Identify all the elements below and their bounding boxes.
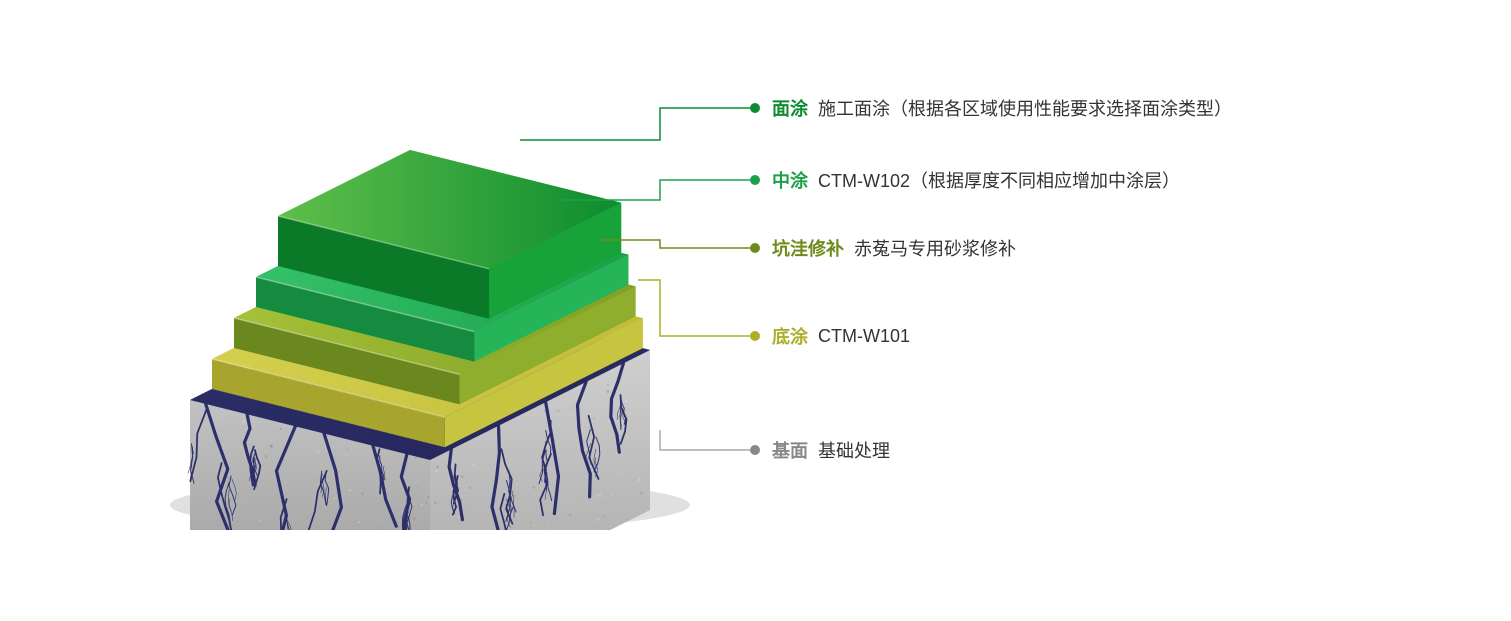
label-desc-primer: CTM-W101 [818, 326, 910, 347]
bullet-topcoat [750, 103, 760, 113]
label-desc-base: 基础处理 [818, 437, 890, 463]
layer-diagram [130, 90, 690, 530]
label-title-primer: 底涂 [772, 323, 808, 349]
label-row-topcoat: 面涂施工面涂（根据各区域使用性能要求选择面涂类型） [750, 96, 1232, 120]
label-desc-patch: 赤菟马专用砂浆修补 [854, 235, 1016, 261]
label-row-primer: 底涂 CTM-W101 [750, 324, 910, 348]
label-desc-midcoat: CTM-W102（根据厚度不同相应增加中涂层） [818, 167, 1180, 193]
label-row-patch: 坑洼修补赤菟马专用砂浆修补 [750, 236, 1016, 260]
bullet-base [750, 445, 760, 455]
label-row-base: 基面基础处理 [750, 438, 890, 462]
label-title-patch: 坑洼修补 [772, 235, 844, 261]
label-row-midcoat: 中涂 CTM-W102（根据厚度不同相应增加中涂层） [750, 168, 1180, 192]
bullet-midcoat [750, 175, 760, 185]
bullet-primer [750, 331, 760, 341]
label-title-base: 基面 [772, 437, 808, 463]
label-title-topcoat: 面涂 [772, 95, 808, 121]
label-title-midcoat: 中涂 [772, 167, 808, 193]
bullet-patch [750, 243, 760, 253]
diagram-svg [130, 90, 690, 530]
label-desc-topcoat: 施工面涂（根据各区域使用性能要求选择面涂类型） [818, 95, 1232, 121]
